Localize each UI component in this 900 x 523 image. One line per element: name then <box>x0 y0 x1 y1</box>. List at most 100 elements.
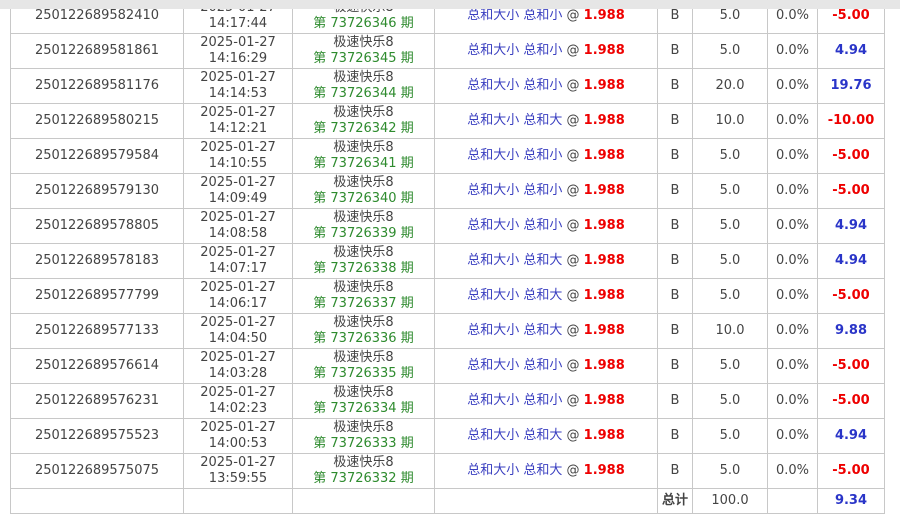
odds: 1.988 <box>583 323 625 338</box>
rebate: 0.0% <box>767 313 818 349</box>
bet-time: 2025-01-27 14:09:49 <box>183 173 293 209</box>
rebate: 0.0% <box>767 348 818 384</box>
game-cell: 极速快乐8 第 73726344 期 <box>292 68 435 104</box>
bet-time: 2025-01-27 14:02:23 <box>183 383 293 419</box>
bet-clock: 14:09:49 <box>208 191 268 206</box>
issue-number: 第 73726346 期 <box>313 16 414 31</box>
pick: 总和大 <box>523 323 563 338</box>
bet-date: 2025-01-27 <box>200 455 276 470</box>
issue-number: 第 73726339 期 <box>313 226 414 241</box>
bet-content: 总和大小 总和小 @ 1.988 <box>434 348 658 384</box>
odds: 1.988 <box>583 428 625 443</box>
odds: 1.988 <box>583 113 625 128</box>
bet-amount: 5.0 <box>692 138 768 174</box>
bet-amount: 5.0 <box>692 418 768 454</box>
bet-date: 2025-01-27 <box>200 175 276 190</box>
bet-date: 2025-01-27 <box>200 315 276 330</box>
rebate: 0.0% <box>767 103 818 139</box>
game-name: 极速快乐8 <box>333 140 394 155</box>
bet-content: 总和大小 总和小 @ 1.988 <box>434 208 658 244</box>
game-name: 极速快乐8 <box>333 105 394 120</box>
odds: 1.988 <box>583 358 625 373</box>
play-type: 总和大小 <box>467 43 520 58</box>
game-cell: 极速快乐8 第 73726335 期 <box>292 348 435 384</box>
bet-content: 总和大小 总和小 @ 1.988 <box>434 33 658 69</box>
table-row: 250122689575523 2025-01-27 14:00:53 极速快乐8… <box>10 418 885 454</box>
win-loss: -5.00 <box>817 453 885 489</box>
odds: 1.988 <box>583 393 625 408</box>
total-empty <box>183 488 293 514</box>
bet-date: 2025-01-27 <box>200 245 276 260</box>
bet-amount: 5.0 <box>692 453 768 489</box>
rebate: 0.0% <box>767 383 818 419</box>
bet-type: B <box>657 418 693 454</box>
play-type: 总和大小 <box>467 428 520 443</box>
order-id: 250122689581176 <box>10 68 184 104</box>
odds: 1.988 <box>583 8 625 23</box>
play-type: 总和大小 <box>467 113 520 128</box>
total-empty <box>434 488 658 514</box>
bet-time: 2025-01-27 14:12:21 <box>183 103 293 139</box>
rebate: 0.0% <box>767 453 818 489</box>
issue-number: 第 73726332 期 <box>313 471 414 486</box>
game-name: 极速快乐8 <box>333 70 394 85</box>
bet-amount: 5.0 <box>692 278 768 314</box>
order-id: 250122689577799 <box>10 278 184 314</box>
game-name: 极速快乐8 <box>333 35 394 50</box>
odds: 1.988 <box>583 288 625 303</box>
at-sign: @ <box>566 148 580 163</box>
game-name: 极速快乐8 <box>333 385 394 400</box>
bet-type: B <box>657 68 693 104</box>
bet-type: B <box>657 138 693 174</box>
bet-time: 2025-01-27 13:59:55 <box>183 453 293 489</box>
bet-amount: 5.0 <box>692 243 768 279</box>
pick: 总和小 <box>523 43 563 58</box>
at-sign: @ <box>566 358 580 373</box>
bet-amount: 5.0 <box>692 33 768 69</box>
pick: 总和小 <box>523 8 563 23</box>
order-id: 250122689581861 <box>10 33 184 69</box>
bet-type: B <box>657 278 693 314</box>
bet-clock: 14:12:21 <box>208 121 268 136</box>
pick: 总和大 <box>523 463 563 478</box>
table-row: 250122689581176 2025-01-27 14:14:53 极速快乐8… <box>10 68 885 104</box>
game-cell: 极速快乐8 第 73726342 期 <box>292 103 435 139</box>
rebate: 0.0% <box>767 138 818 174</box>
table-row: 250122689578183 2025-01-27 14:07:17 极速快乐8… <box>10 243 885 279</box>
bet-amount: 5.0 <box>692 383 768 419</box>
play-type: 总和大小 <box>467 148 520 163</box>
game-cell: 极速快乐8 第 73726339 期 <box>292 208 435 244</box>
at-sign: @ <box>566 8 580 23</box>
bet-content: 总和大小 总和大 @ 1.988 <box>434 453 658 489</box>
issue-number: 第 73726334 期 <box>313 401 414 416</box>
win-loss: 4.94 <box>817 208 885 244</box>
order-id: 250122689575075 <box>10 453 184 489</box>
bet-type: B <box>657 348 693 384</box>
pick: 总和大 <box>523 113 563 128</box>
bet-clock: 14:08:58 <box>208 226 268 241</box>
issue-number: 第 73726337 期 <box>313 296 414 311</box>
bet-content: 总和大小 总和小 @ 1.988 <box>434 138 658 174</box>
bet-date: 2025-01-27 <box>200 280 276 295</box>
bet-type: B <box>657 383 693 419</box>
game-cell: 极速快乐8 第 73726334 期 <box>292 383 435 419</box>
play-type: 总和大小 <box>467 463 520 478</box>
total-empty <box>767 488 818 514</box>
order-id: 250122689577133 <box>10 313 184 349</box>
win-loss: 4.94 <box>817 33 885 69</box>
bet-date: 2025-01-27 <box>200 105 276 120</box>
order-id: 250122689579584 <box>10 138 184 174</box>
issue-number: 第 73726336 期 <box>313 331 414 346</box>
bet-clock: 14:07:17 <box>208 261 268 276</box>
game-cell: 极速快乐8 第 73726341 期 <box>292 138 435 174</box>
game-cell: 极速快乐8 第 73726333 期 <box>292 418 435 454</box>
bet-time: 2025-01-27 14:08:58 <box>183 208 293 244</box>
at-sign: @ <box>566 113 580 128</box>
odds: 1.988 <box>583 183 625 198</box>
bet-time: 2025-01-27 14:04:50 <box>183 313 293 349</box>
bet-date: 2025-01-27 <box>200 140 276 155</box>
at-sign: @ <box>566 463 580 478</box>
order-id: 250122689578183 <box>10 243 184 279</box>
total-result: 9.34 <box>817 488 885 514</box>
